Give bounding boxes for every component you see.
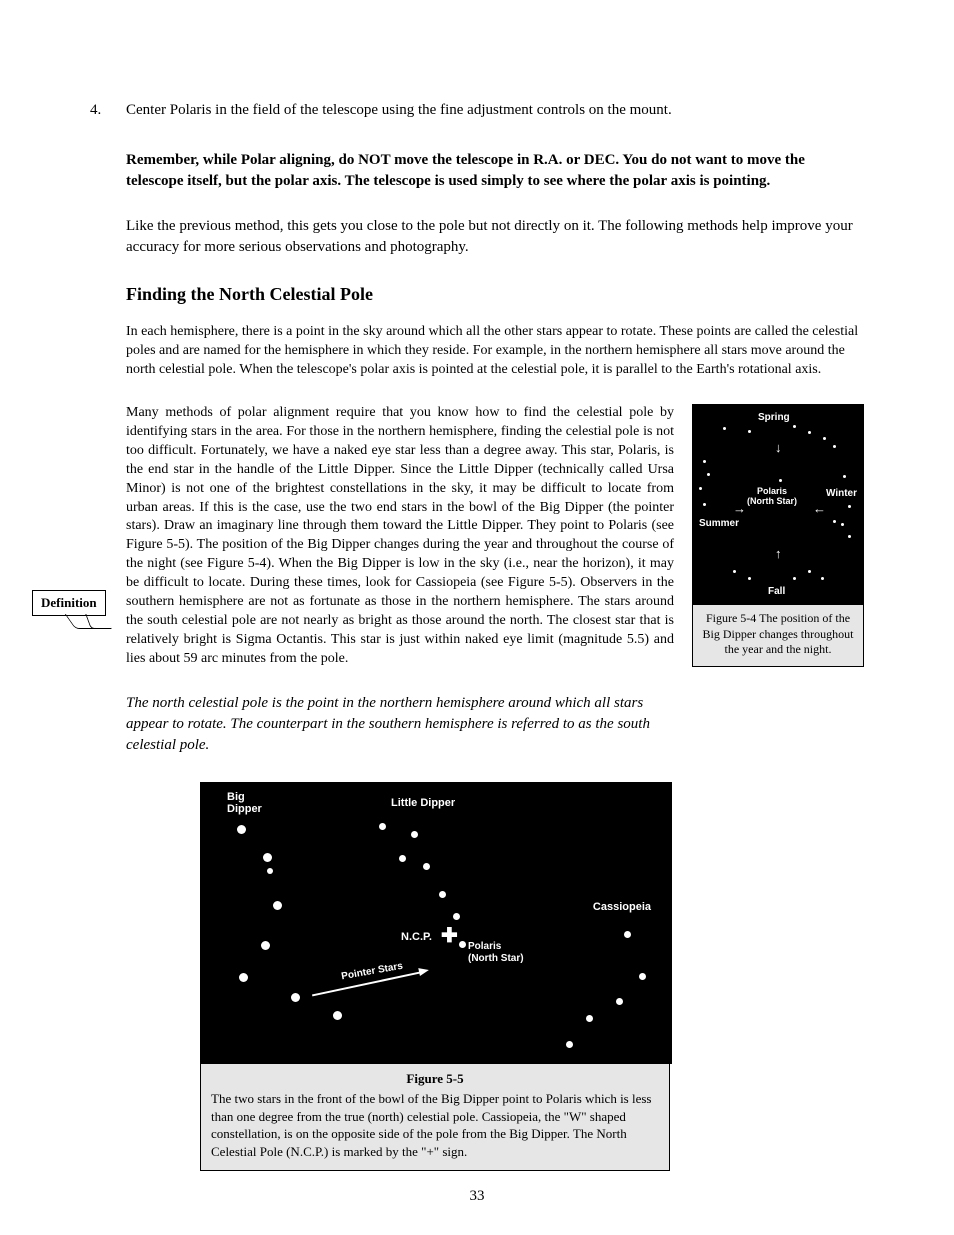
page-number: 33: [0, 1188, 954, 1205]
definition-text: The north celestial pole is the point in…: [126, 693, 686, 756]
figure-5-4: Spring Winter Summer Fall Polaris (North…: [692, 404, 864, 667]
figure-5-5-image: Big Dipper Little Dipper Cassiopeia N.C.…: [200, 782, 672, 1064]
label-fall: Fall: [768, 585, 785, 599]
pointer-arrow-head-icon: [418, 966, 429, 976]
label-northstar: (North Star): [468, 953, 524, 964]
label-little-dipper: Little Dipper: [391, 797, 455, 809]
numbered-list-item: 4. Center Polaris in the field of the te…: [90, 100, 864, 120]
list-number: 4.: [90, 100, 108, 120]
figure-5-5-caption: Figure 5-5 The two stars in the front of…: [200, 1064, 670, 1172]
text-figure-row: Many methods of polar alignment require …: [126, 404, 864, 668]
label-summer: Summer: [699, 517, 739, 531]
label-spring: Spring: [758, 411, 790, 425]
arrow-left-icon: ←: [813, 500, 826, 518]
definition-callout-tag: Definition: [32, 590, 106, 616]
figure-5-5-title: Figure 5-5: [211, 1070, 659, 1088]
figure-5-5: Big Dipper Little Dipper Cassiopeia N.C.…: [200, 782, 670, 1172]
label-polaris: Polaris: [468, 941, 501, 952]
ncp-plus-icon: ✚: [441, 923, 458, 948]
label-cassiopeia: Cassiopeia: [593, 901, 651, 913]
figure-5-4-image: Spring Winter Summer Fall Polaris (North…: [693, 405, 863, 605]
bold-warning-paragraph: Remember, while Polar aligning, do NOT m…: [126, 150, 864, 192]
list-text: Center Polaris in the field of the teles…: [126, 100, 672, 120]
followup-paragraph: Like the previous method, this gets you …: [126, 216, 864, 258]
arrow-right-icon: →: [733, 500, 746, 518]
label-winter: Winter: [826, 487, 857, 501]
label-dipper: Dipper: [227, 803, 262, 815]
section-heading: Finding the North Celestial Pole: [126, 282, 864, 307]
main-paragraph: Many methods of polar alignment require …: [126, 404, 674, 668]
figure-5-5-caption-text: The two stars in the front of the bowl o…: [211, 1090, 659, 1160]
label-northstar: (North Star): [747, 495, 797, 508]
arrow-down-icon: ↓: [775, 439, 782, 457]
page: 4. Center Polaris in the field of the te…: [0, 0, 954, 1235]
label-ncp: N.C.P.: [401, 931, 432, 943]
intro-paragraph: In each hemisphere, there is a point in …: [126, 323, 864, 380]
figure-5-4-caption: Figure 5-4 The position of the Big Dippe…: [693, 605, 863, 666]
label-big: Big: [227, 791, 245, 803]
arrow-up-icon: ↑: [775, 545, 782, 563]
